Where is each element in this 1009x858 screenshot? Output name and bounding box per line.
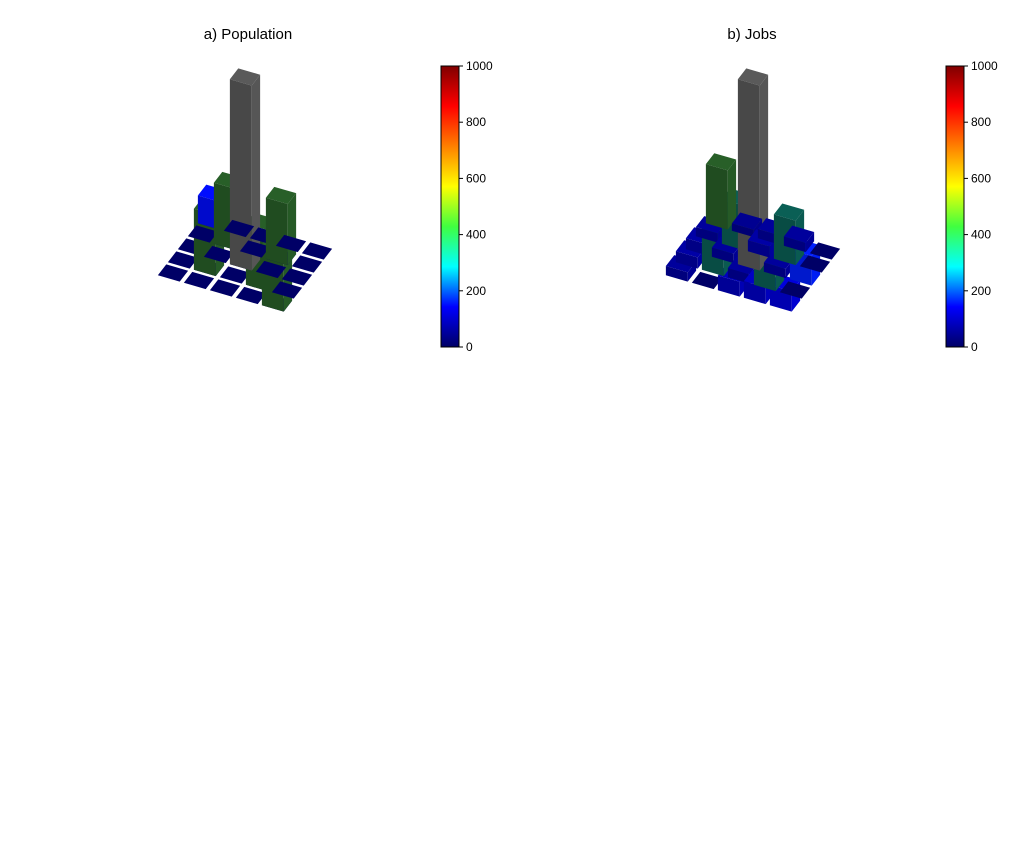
bar-face-left xyxy=(711,247,734,264)
bar-top xyxy=(737,68,769,86)
bar-face-left xyxy=(705,164,728,230)
bar-1-3 xyxy=(265,186,297,266)
bar-top xyxy=(271,281,303,299)
bar-top xyxy=(281,268,313,286)
bar-top xyxy=(157,264,189,282)
bar-0-1 xyxy=(223,219,255,238)
colorbar-gradient xyxy=(440,65,460,348)
bar-top xyxy=(291,255,323,273)
bar-2-3 xyxy=(255,260,287,279)
bar-top xyxy=(275,234,307,253)
bar-0-4 xyxy=(809,242,841,260)
bar-4-2 xyxy=(209,279,241,297)
bar-2-4 xyxy=(281,268,313,286)
bar-4-0 xyxy=(157,264,189,282)
bar-top xyxy=(203,245,235,264)
bar-top xyxy=(809,242,841,260)
bar-0-1 xyxy=(731,212,763,238)
colorbar-tick-label: 600 xyxy=(971,171,991,185)
bar-face-right xyxy=(287,193,297,266)
bar-4-1 xyxy=(691,271,723,290)
bar-top xyxy=(219,266,251,284)
bar-face-right xyxy=(805,231,815,253)
bar-top xyxy=(223,219,255,238)
bar-face-left xyxy=(731,223,754,238)
bar-top xyxy=(773,203,805,221)
bar-top xyxy=(235,286,267,305)
bar-top xyxy=(731,212,763,230)
colorbar-tick-label: 200 xyxy=(971,284,991,298)
bar-face-left xyxy=(747,240,770,258)
bar-face-left xyxy=(675,251,698,269)
bar-top xyxy=(229,68,261,86)
bar-1-4 xyxy=(291,255,323,273)
bar-1-2 xyxy=(239,240,271,258)
bar-3-0 xyxy=(167,251,199,269)
colorbar-tick-label: 200 xyxy=(466,284,486,298)
bar-0-3 xyxy=(783,225,815,253)
colorbar-jobs: 0 200 400 600 800 1000 xyxy=(945,59,998,354)
panel-jobs: b) Jobs 0 200 400 600 800 1000 xyxy=(665,26,998,354)
bar-face-left xyxy=(717,275,740,297)
colorbar-tick-label: 600 xyxy=(466,171,486,185)
bar-top xyxy=(301,242,333,260)
bar-4-1 xyxy=(183,271,215,290)
bar-top xyxy=(209,279,241,297)
bar-top xyxy=(799,255,831,273)
bar-face-left xyxy=(265,197,288,266)
bar-face-left xyxy=(743,281,766,305)
bar-2-2 xyxy=(229,68,261,271)
panel-title-jobs: b) Jobs xyxy=(727,26,776,43)
bar-face-left xyxy=(763,262,786,279)
panel-population: a) Population 0 200 400 600 800 1000 xyxy=(157,26,493,354)
bars-group-jobs xyxy=(665,68,841,312)
bar-1-4 xyxy=(799,255,831,273)
colorbar-gradient xyxy=(945,65,965,348)
bar-3-4 xyxy=(779,281,811,299)
bar-top xyxy=(783,225,815,243)
bar-face-left xyxy=(783,236,806,253)
bar-2-1 xyxy=(203,245,235,264)
bar-face-left xyxy=(727,268,750,284)
bar-face-right xyxy=(727,159,737,230)
bar-face-right xyxy=(251,74,261,271)
bar-0-0 xyxy=(705,153,737,230)
bar-0-4 xyxy=(301,242,333,260)
bar-top xyxy=(239,240,271,258)
colorbar-tick-label: 800 xyxy=(971,115,991,129)
bar-top xyxy=(265,186,297,205)
colorbar-tick-label: 400 xyxy=(971,228,991,242)
colorbar-tick-label: 800 xyxy=(466,115,486,129)
colorbar-population: 0 200 400 600 800 1000 xyxy=(440,59,493,354)
colorbar-tick-label: 400 xyxy=(466,228,486,242)
bar-top xyxy=(691,271,723,290)
bar-top xyxy=(705,153,737,171)
bar-0-3 xyxy=(275,234,307,253)
panel-title-population: a) Population xyxy=(204,26,292,43)
bar-1-0 xyxy=(187,225,219,243)
bars-group-population xyxy=(157,68,333,312)
bar-top xyxy=(779,281,811,299)
colorbar-tick-label: 1000 xyxy=(971,59,998,73)
bar-top xyxy=(183,271,215,290)
colorbar-tick-label: 1000 xyxy=(466,59,493,73)
bar-face-left xyxy=(665,266,688,282)
bar-3-4 xyxy=(271,281,303,299)
bar-top xyxy=(167,251,199,269)
bar-3-2 xyxy=(219,266,251,284)
bar-top xyxy=(187,225,219,243)
bar-top xyxy=(255,260,287,279)
bar-face-left xyxy=(695,227,718,243)
colorbar-tick-label: 0 xyxy=(466,340,473,354)
bar-4-3 xyxy=(235,286,267,305)
colorbar-tick-label: 0 xyxy=(971,340,978,354)
